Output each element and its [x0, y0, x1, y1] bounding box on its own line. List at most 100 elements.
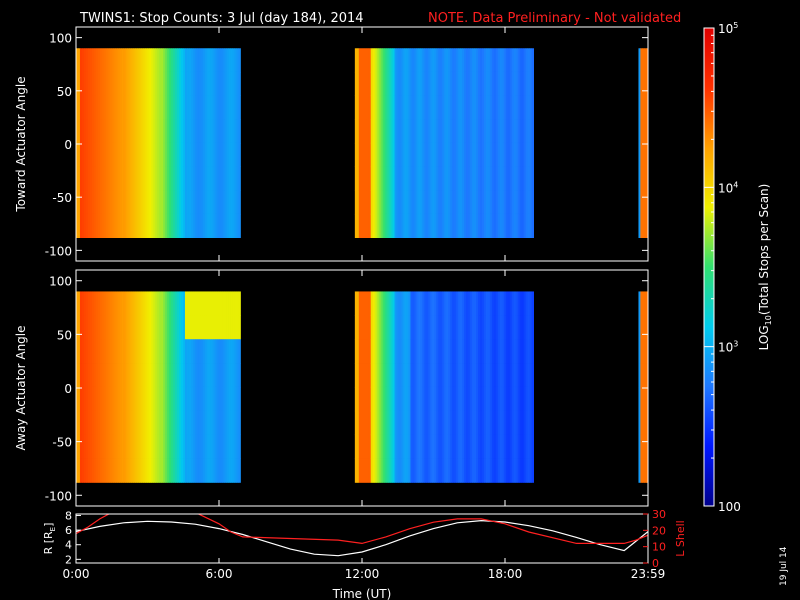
heatmap-cell — [234, 48, 237, 73]
heatmap-cell — [93, 119, 97, 144]
heatmap-cell — [111, 48, 115, 73]
heatmap-cell — [83, 363, 87, 388]
heatmap-cell — [382, 119, 386, 144]
heatmap-cell — [127, 363, 130, 388]
heatmap-cell — [521, 71, 525, 97]
heatmap-cell — [220, 291, 224, 316]
heatmap-cell — [362, 315, 366, 340]
heatmap-cell — [356, 48, 360, 73]
heatmap-cell — [218, 315, 222, 340]
heatmap-cell — [81, 119, 85, 144]
heatmap-cell — [194, 71, 198, 97]
heatmap-cell — [430, 213, 433, 238]
heatmap-cell — [139, 339, 142, 364]
heatmap-cell — [99, 142, 103, 168]
heatmap-cell — [366, 190, 370, 215]
colorbar-gradient — [703, 27, 715, 507]
heatmap-cell — [432, 339, 435, 364]
heatmap-cell — [175, 363, 178, 388]
heatmap-cell — [111, 291, 115, 316]
heatmap-cell — [179, 363, 182, 388]
heatmap-cell — [194, 48, 198, 73]
heatmap-cell — [196, 434, 200, 459]
heatmap-cell — [382, 458, 386, 483]
heatmap-cell — [418, 339, 421, 364]
heatmap-cell — [125, 48, 128, 73]
heatmap-cell — [107, 166, 111, 191]
heatmap-cell — [472, 410, 475, 436]
heatmap-cell — [452, 386, 455, 412]
heatmap-cell — [408, 291, 411, 316]
heatmap-cell — [386, 190, 390, 215]
heatmap-cell — [477, 315, 481, 340]
heatmap-cell — [477, 119, 481, 144]
heatmap-cell — [354, 95, 358, 120]
heatmap-cell — [105, 142, 109, 168]
heatmap-cell — [202, 48, 206, 73]
heatmap-cell — [400, 48, 403, 73]
heatmap-cell — [101, 339, 105, 364]
heatmap-cell — [157, 48, 160, 73]
heatmap-cell — [507, 95, 511, 120]
heatmap-cell — [527, 95, 531, 120]
heatmap-cell — [177, 166, 180, 191]
heatmap-cell — [640, 434, 643, 459]
heatmap-cell — [529, 95, 533, 120]
x-tick-label: 12:00 — [345, 567, 380, 581]
heatmap-cell — [525, 166, 529, 191]
heatmap-cell — [642, 386, 645, 412]
heatmap-cell — [408, 71, 411, 97]
heatmap-cell — [438, 386, 441, 412]
heatmap-cell — [388, 458, 391, 483]
heatmap-cell — [410, 142, 413, 168]
heatmap-cell — [145, 166, 148, 191]
heatmap-cell — [171, 166, 174, 191]
heatmap-cell — [458, 190, 461, 215]
heatmap-cell — [460, 339, 463, 364]
heatmap-cell — [531, 291, 534, 316]
heatmap-cell — [468, 119, 471, 144]
heatmap-cell — [133, 315, 136, 340]
heatmap-cell — [412, 166, 415, 191]
heatmap-cell — [462, 190, 465, 215]
heatmap-cell — [192, 386, 196, 412]
heatmap-cell — [372, 434, 376, 459]
heatmap-cell — [101, 291, 105, 316]
y-tick-label: -100 — [45, 244, 72, 258]
heatmap-cell — [117, 339, 120, 364]
heatmap-cell — [406, 315, 409, 340]
heatmap-cell — [462, 434, 465, 459]
heatmap-cell — [161, 458, 164, 483]
heatmap-cell — [450, 95, 453, 120]
heatmap-cell — [495, 166, 499, 191]
heatmap-cell — [477, 458, 481, 483]
heatmap-cell — [204, 119, 208, 144]
heatmap-cell — [430, 315, 433, 340]
heatmap-cell — [370, 386, 374, 412]
heatmap-cell — [527, 119, 531, 144]
heatmap-cell — [89, 142, 93, 168]
heatmap-cell — [141, 315, 144, 340]
heatmap-cell — [372, 315, 376, 340]
heatmap-cell — [392, 190, 395, 215]
heatmap-cell — [149, 434, 152, 459]
heatmap-cell — [210, 339, 214, 364]
heatmap-cell — [531, 142, 534, 168]
heatmap-cell — [487, 142, 491, 168]
heatmap-cell — [125, 166, 128, 191]
heatmap-cell — [382, 142, 386, 168]
heatmap-cell — [141, 386, 144, 412]
heatmap-cell — [163, 119, 166, 144]
heatmap-cell — [117, 410, 120, 436]
heatmap-cell — [85, 386, 89, 412]
heatmap-cell — [356, 213, 360, 238]
heatmap-cell — [83, 315, 87, 340]
heatmap-cell — [139, 119, 142, 144]
heatmap-cell — [460, 291, 463, 316]
heatmap-cell — [485, 166, 489, 191]
heatmap-cell — [515, 190, 519, 215]
heatmap-cell — [167, 315, 170, 340]
heatmap-cell — [165, 315, 168, 340]
heatmap-cell — [418, 119, 421, 144]
